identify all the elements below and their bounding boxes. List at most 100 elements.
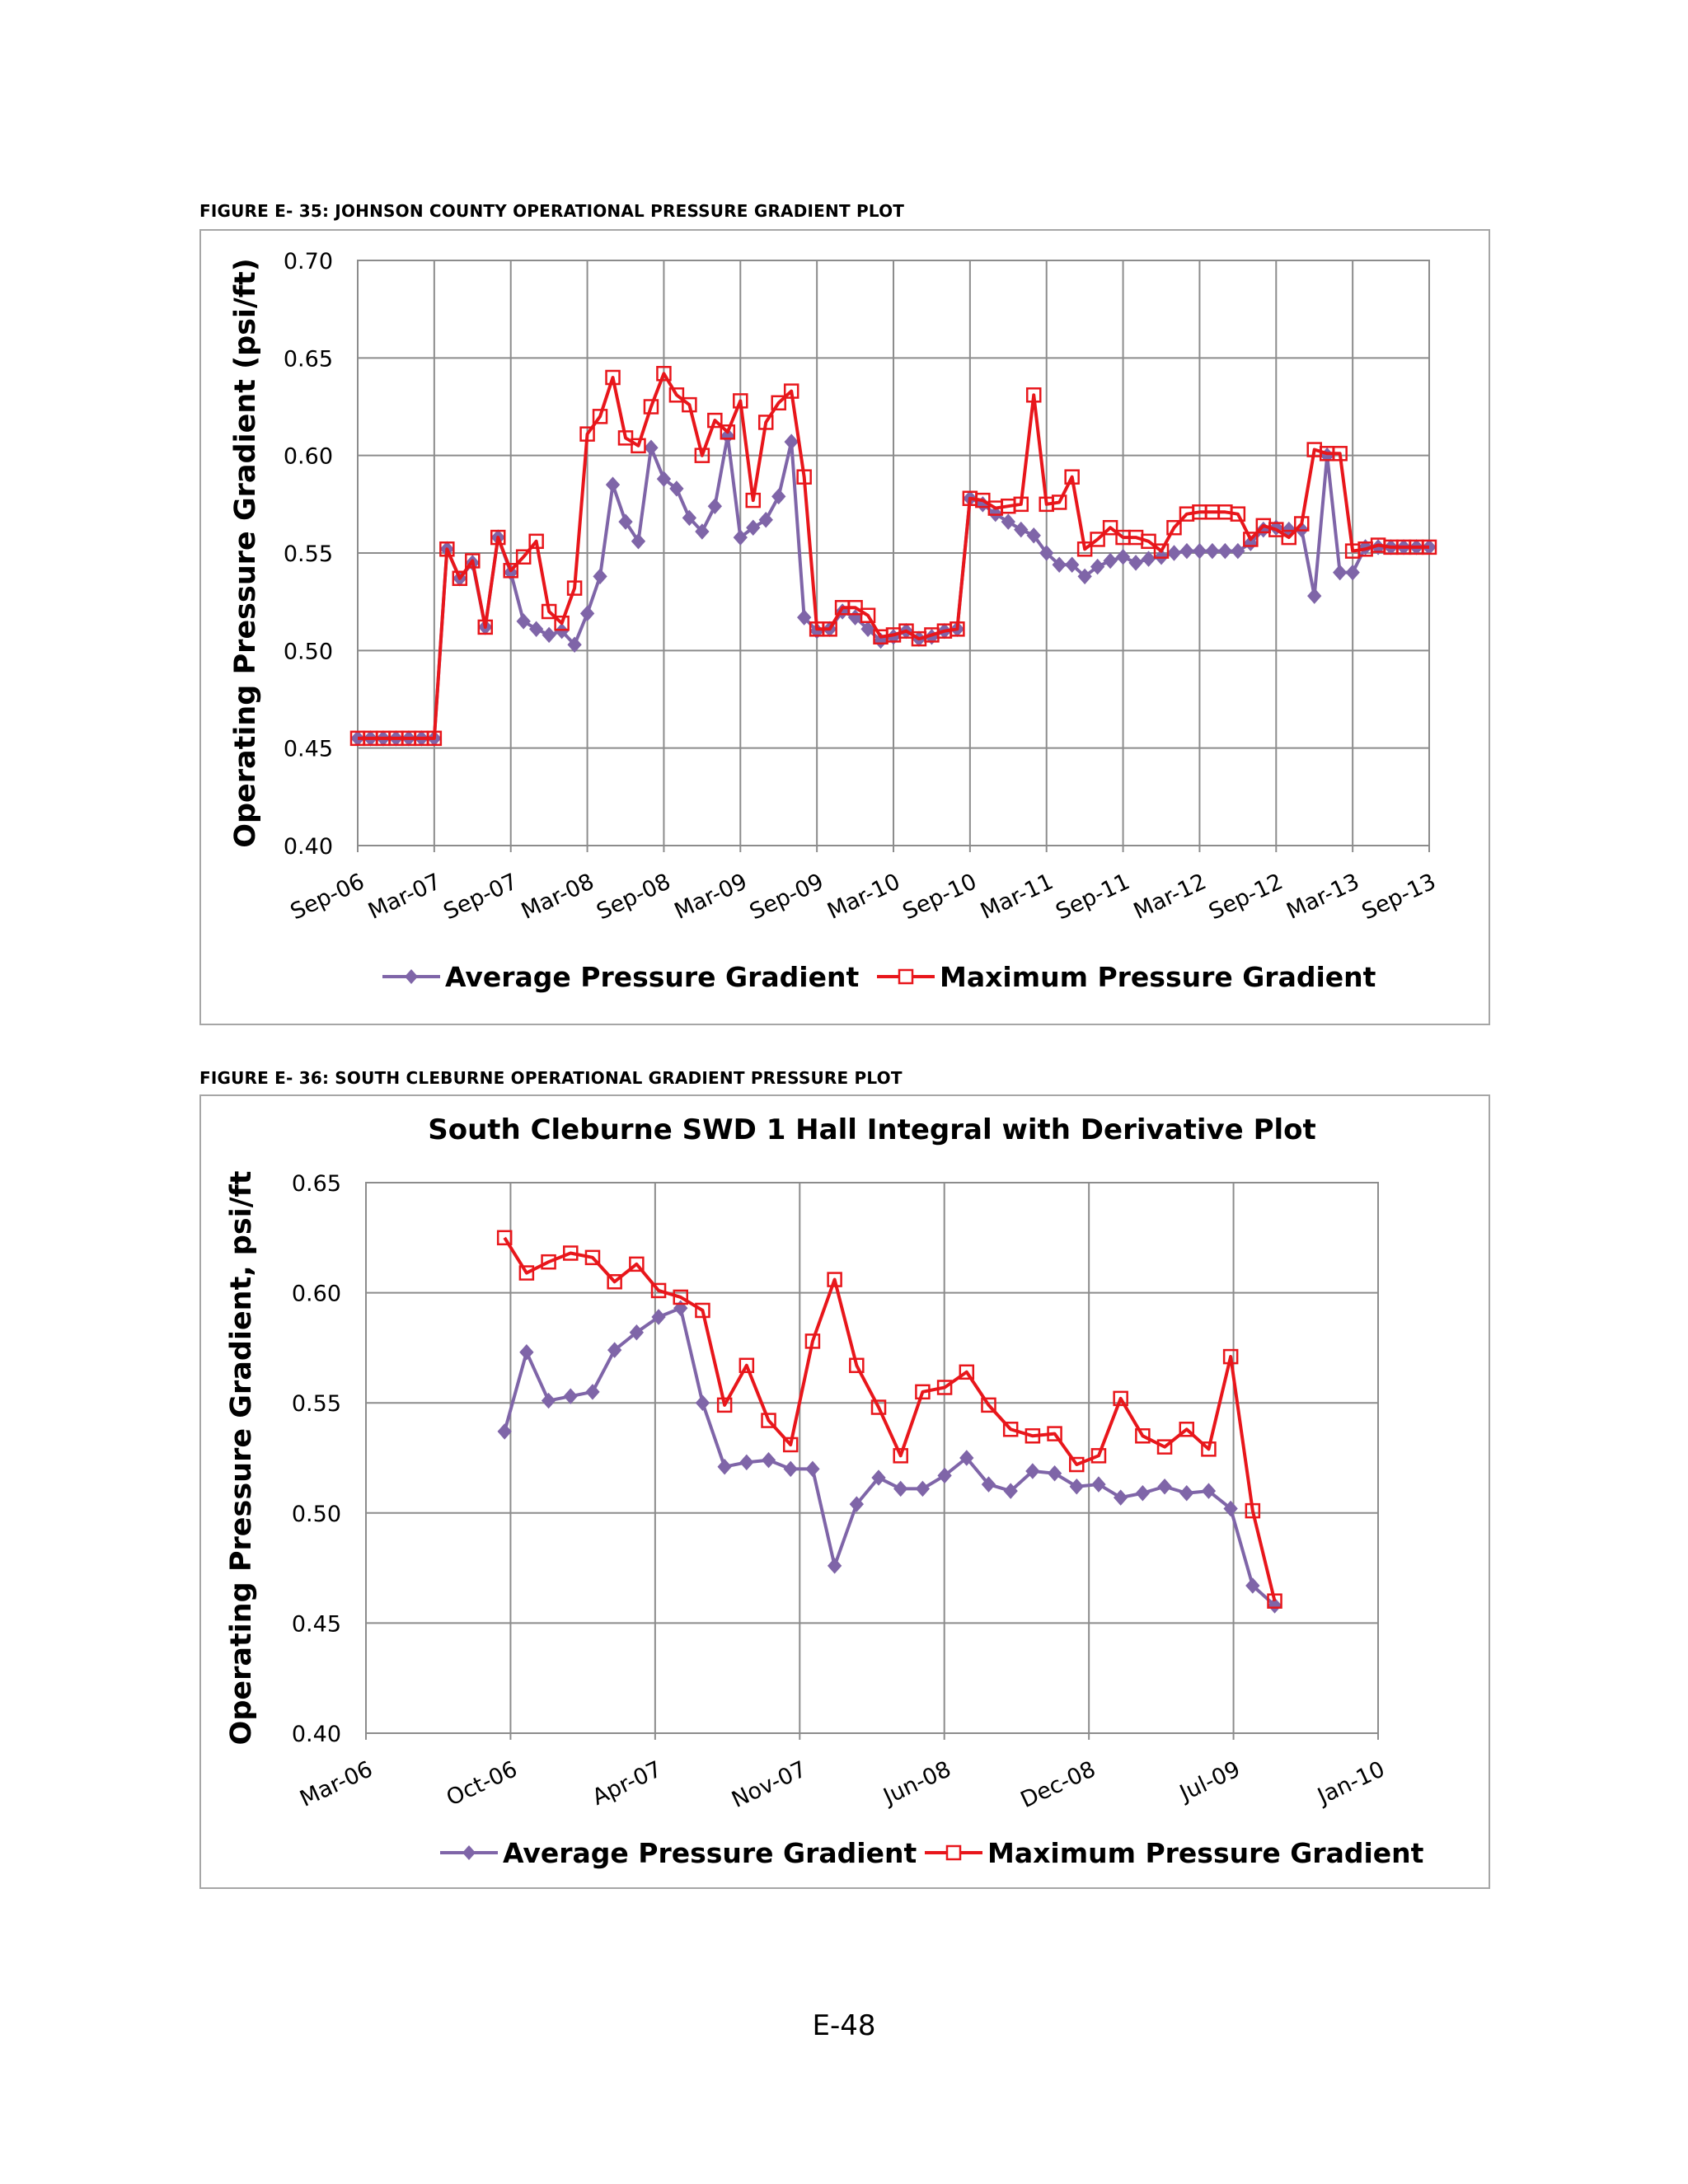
average-point [1069,1478,1084,1495]
average-point [567,636,582,653]
plot-area-border [365,1182,1379,1734]
series-line-average [503,1306,1276,1607]
average-point [695,1394,710,1411]
x-tick-label: Sep-07 [439,869,521,925]
x-tick-label: Mar-06 [296,1756,377,1812]
average-point [669,480,684,497]
x-tick-label: Jul-09 [1175,1756,1244,1807]
maximum-point [707,412,723,429]
maximum-point [796,469,812,485]
maximum-point [1002,1422,1019,1437]
maximum-point [452,570,468,587]
maximum-point [804,1333,821,1349]
x-tick-label: Jun-08 [879,1756,955,1810]
maximum-point [1141,533,1156,550]
maximum-point [1025,1428,1041,1444]
average-point [937,1467,952,1484]
maximum-point [668,387,685,403]
figure-35-caption: FIGURE E- 35: JOHNSON COUNTY OPERATIONAL… [199,201,905,221]
maximum-point [761,1413,776,1428]
x-tick-label: Oct-06 [443,1756,521,1811]
average-point [707,498,723,514]
average-point [1064,556,1080,573]
maximum-point [1090,1448,1107,1464]
maximum-point [541,1254,556,1270]
maximum-point [584,1249,601,1266]
maximum-point [1069,1456,1085,1473]
x-tick-label: Mar-09 [671,869,752,925]
y-tick-label: 0.55 [292,1391,341,1417]
maximum-point [656,366,672,382]
average-point [959,1450,974,1466]
average-point [593,568,607,585]
average-point [1217,542,1233,560]
y-tick-label: 0.50 [292,1502,341,1527]
average-point [1166,545,1182,561]
johnson-county-chart: 0.70 0.65 0.60 0.55 0.50 0.45 0.40 Sep-06Mar-07… [229,249,1440,993]
legend-label: Average Pressure Gradient [503,1837,917,1869]
maximum-point [1281,529,1297,546]
x-tick-label: Apr-07 [588,1756,666,1811]
average-point [784,434,799,450]
maximum-point [695,1302,710,1319]
maximum-point [950,621,965,637]
maximum-point [503,563,518,579]
maximum-point [738,1357,755,1374]
average-point [860,621,875,638]
maximum-point [1245,1502,1261,1519]
average-point [796,609,812,626]
maximum-point [1230,506,1246,522]
average-point [1135,1484,1151,1502]
maximum-point [465,553,481,569]
south-cleburne-chart: South Cleburne SWD 1 Hall Integral with … [225,1113,1424,1869]
average-point [585,1384,600,1400]
average-point [605,476,621,493]
x-tick-label: Mar-11 [977,869,1057,925]
average-point [733,529,748,546]
maximum-point [1090,532,1105,547]
maximum-point [1076,541,1093,557]
x-tick-label: Mar-12 [1130,869,1211,925]
maximum-point [975,492,991,509]
maximum-point [822,621,837,637]
average-point [739,1454,754,1471]
average-point [746,519,761,536]
maximum-point [541,603,557,620]
average-point [656,471,672,487]
y-tick-label: 0.40 [284,834,333,860]
x-tick-label: Sep-10 [899,869,981,925]
maximum-point [1113,1390,1128,1407]
maximum-point [490,529,506,546]
average-point [771,488,786,505]
maximum-point [566,580,583,596]
maximum-point [1051,494,1067,510]
maximum-point [733,393,748,409]
maximum-point [518,1265,535,1281]
maximum-point [1421,539,1437,555]
average-point [717,1458,732,1475]
average-point [1205,542,1220,560]
average-point [1001,513,1015,530]
maximum-point [720,424,736,440]
maximum-point [607,1273,622,1290]
maximum-point [1013,496,1029,513]
legend-square-icon [945,1844,962,1861]
average-point [1052,556,1067,573]
x-tick-label: Dec-08 [1017,1756,1100,1813]
y-tick-label: 0.65 [284,346,333,372]
maximum-point [1201,1441,1217,1457]
maximum-point [1153,543,1170,559]
average-point [516,613,531,630]
chart-35-frame: 0.70 0.65 0.60 0.55 0.50 0.45 0.40 Sep-06 Mar-07… [199,229,1490,1025]
maximum-point [745,492,762,509]
y-tick-label: 0.70 [284,249,333,274]
y-axis-title: Operating Pressure Gradient, psi/ft [225,1171,258,1746]
maximum-point [694,448,710,463]
average-point [805,1460,820,1478]
maximum-point [1166,519,1182,536]
maximum-point [898,623,914,639]
legend-diamond-icon [405,969,418,984]
maximum-point [1025,387,1042,403]
y-tick-label: 0.65 [292,1171,341,1197]
average-point [1047,1465,1062,1482]
